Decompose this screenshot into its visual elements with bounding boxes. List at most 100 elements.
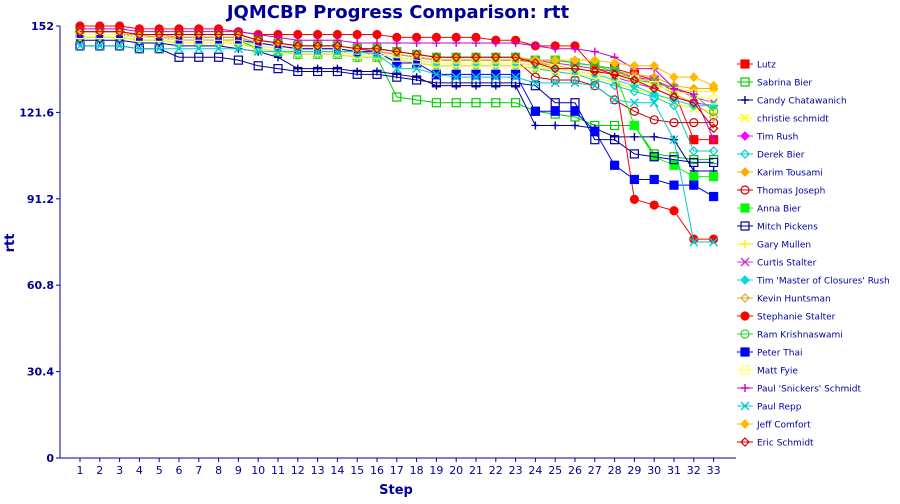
legend-item: Karim Tousami <box>737 167 823 179</box>
legend-label: Ram Krishnaswami <box>757 331 843 341</box>
data-point <box>531 41 540 50</box>
data-point <box>253 47 263 57</box>
data-point <box>689 157 699 168</box>
legend-item: Matt Fyie <box>737 365 798 377</box>
legend-marker <box>740 167 750 177</box>
data-point <box>551 44 560 53</box>
data-point <box>590 69 600 79</box>
data-point <box>649 200 659 210</box>
x-tick-label: 13 <box>311 464 325 477</box>
data-point <box>391 46 402 57</box>
data-point <box>392 92 402 102</box>
data-point <box>431 98 441 108</box>
data-point <box>689 135 699 145</box>
data-point <box>609 58 620 68</box>
data-point <box>292 41 303 51</box>
data-point <box>75 41 85 51</box>
data-point <box>629 60 640 71</box>
data-point <box>253 61 263 71</box>
data-point <box>392 72 402 82</box>
data-point <box>689 237 699 247</box>
y-tick-label: 91.2 <box>27 193 54 206</box>
data-point <box>510 52 521 63</box>
series-line <box>80 31 714 129</box>
data-point <box>352 43 363 54</box>
data-point <box>708 123 719 134</box>
data-point <box>431 69 441 79</box>
legend-marker <box>741 240 749 248</box>
legend-item: Paul 'Snickers' Schmidt <box>737 384 861 395</box>
data-point <box>114 26 125 37</box>
legend-item: Tim 'Master of Closures' Rush <box>737 275 890 287</box>
data-point <box>630 132 639 141</box>
x-tick-label: 23 <box>509 464 523 477</box>
legend-label: Kevin Huntsman <box>757 295 831 305</box>
data-point <box>471 69 481 79</box>
data-point <box>689 180 699 190</box>
data-point <box>629 174 640 185</box>
data-point <box>649 60 660 71</box>
legend-marker <box>740 77 750 87</box>
legend-label: Eric Schmidt <box>757 439 814 449</box>
data-point <box>629 149 640 159</box>
legend-item: Peter Thai <box>737 347 803 359</box>
legend-item: Eric Schmidt <box>737 437 814 449</box>
data-point <box>431 52 442 63</box>
legend-item: Tim Rush <box>737 131 798 143</box>
data-point <box>471 52 481 63</box>
legend-marker <box>741 96 749 104</box>
x-tick-label: 2 <box>96 464 103 477</box>
data-point <box>352 69 362 79</box>
data-point <box>452 39 461 48</box>
legend-label: Anna Bier <box>757 205 801 215</box>
data-point <box>669 100 679 111</box>
data-point <box>609 72 620 82</box>
data-point <box>610 95 620 105</box>
data-point <box>708 234 719 244</box>
legend-label: Lutz <box>757 61 776 71</box>
data-point <box>273 38 283 48</box>
data-point <box>412 95 422 105</box>
data-point <box>530 58 541 68</box>
data-point <box>530 106 541 116</box>
legend-label: Karim Tousami <box>757 169 823 179</box>
y-tick-label: 121.6 <box>19 106 54 119</box>
series-line <box>80 45 714 163</box>
data-point <box>570 63 580 74</box>
legend-marker <box>740 437 750 447</box>
data-point <box>115 41 125 51</box>
legend-item: Kevin Huntsman <box>737 293 831 305</box>
legend-marker <box>740 293 750 303</box>
data-point <box>134 29 145 40</box>
data-point <box>649 81 659 91</box>
data-point <box>688 97 699 108</box>
data-point <box>590 81 600 91</box>
data-point <box>670 84 678 93</box>
data-point <box>75 26 85 37</box>
data-point <box>372 49 382 59</box>
data-point <box>293 66 303 77</box>
data-point <box>471 98 481 108</box>
data-point <box>273 47 283 57</box>
legend-label: Jeff Comfort <box>756 421 811 431</box>
data-point <box>352 29 362 40</box>
data-point <box>511 98 521 108</box>
data-point <box>313 47 323 57</box>
data-point <box>412 75 422 85</box>
data-point <box>669 118 679 128</box>
data-point <box>154 29 165 40</box>
data-point <box>629 75 640 85</box>
x-tick-label: 7 <box>195 464 202 477</box>
x-tick-label: 5 <box>156 464 163 477</box>
data-point <box>233 55 243 65</box>
data-point <box>531 121 540 130</box>
data-point <box>709 237 719 247</box>
x-tick-label: 11 <box>271 464 285 477</box>
legend-item: Gary Mullen <box>737 240 811 251</box>
data-point <box>649 152 659 162</box>
data-point <box>689 118 699 128</box>
data-point <box>571 121 579 130</box>
data-point <box>689 172 699 182</box>
x-tick-label: 30 <box>647 464 661 477</box>
data-point <box>609 135 620 145</box>
